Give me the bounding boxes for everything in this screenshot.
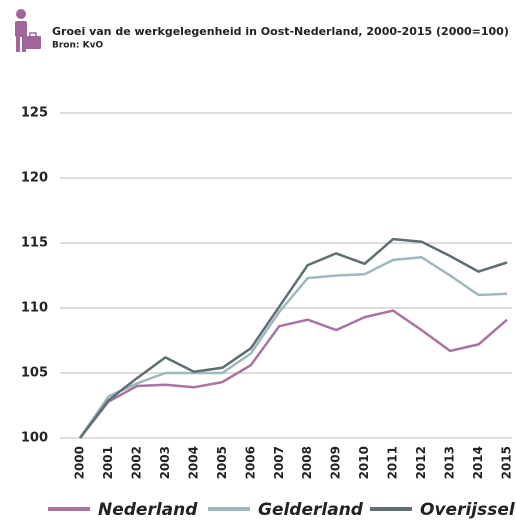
x-tick-label: 2002	[129, 446, 143, 479]
y-tick-label: 125	[21, 106, 48, 121]
x-tick-label: 2003	[158, 446, 172, 479]
y-tick-label: 115	[21, 236, 48, 251]
legend-label: Gelderland	[258, 500, 364, 520]
y-tick-label: 120	[21, 171, 48, 186]
y-tick-label: 100	[21, 431, 48, 446]
x-tick-label: 2011	[386, 446, 400, 479]
x-tick-label: 2007	[272, 446, 286, 479]
series-line	[79, 309, 508, 439]
chart-title: Groei van de werkgelegenheid in Oost-Ned…	[52, 25, 509, 38]
y-tick-label: 110	[21, 301, 48, 316]
legend-label: Nederland	[98, 500, 198, 520]
x-tick-label: 2015	[500, 446, 514, 479]
series-line	[79, 237, 508, 439]
chart-subtitle: Bron: KvO	[52, 41, 103, 51]
x-tick-label: 2006	[243, 446, 257, 479]
x-tick-label: 2004	[186, 446, 200, 479]
series-line	[78, 256, 508, 439]
icon	[15, 9, 41, 52]
x-tick-label: 2014	[471, 446, 485, 479]
x-tick-label: 2001	[101, 446, 115, 479]
y-tick-label: 105	[21, 366, 48, 381]
x-tick-label: 2009	[329, 446, 343, 479]
x-tick-label: 2005	[215, 446, 229, 479]
x-tick-label: 2013	[443, 446, 457, 479]
x-tick-label: 2012	[414, 446, 428, 479]
legend-label: Overijssel	[420, 500, 516, 520]
x-tick-label: 2010	[357, 446, 371, 479]
x-tick-label: 2008	[300, 446, 314, 479]
x-tick-label: 2000	[73, 446, 87, 479]
